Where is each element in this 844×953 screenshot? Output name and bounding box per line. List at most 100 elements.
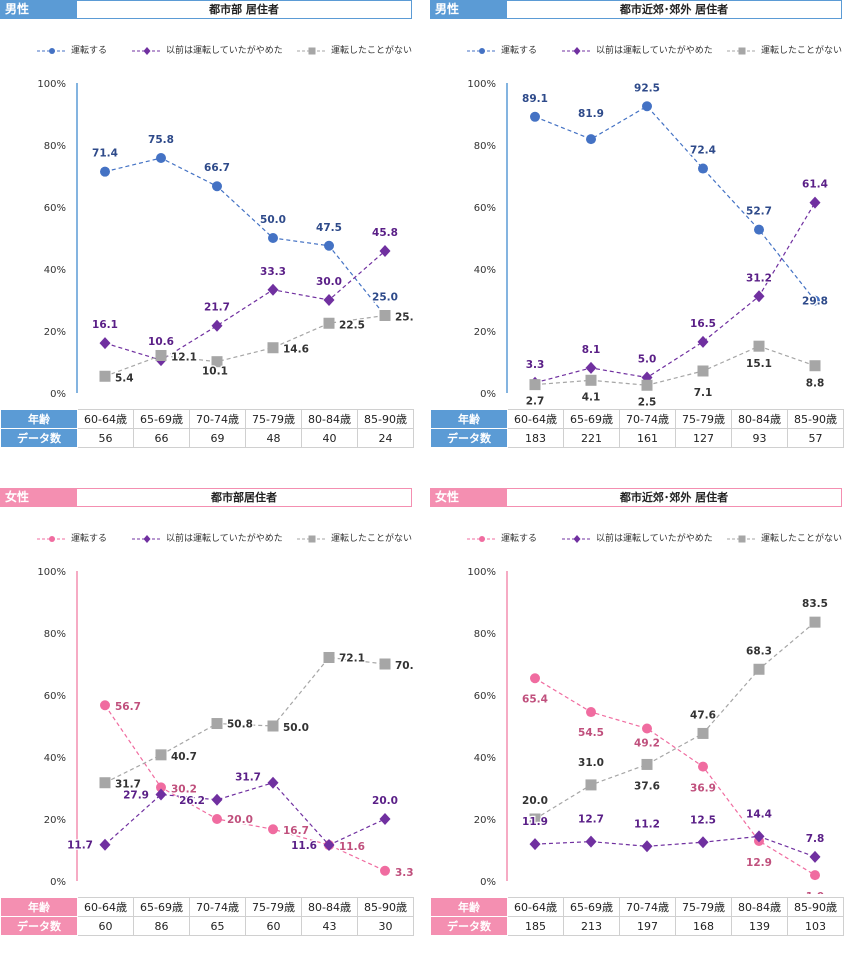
panel-header: 男性 都市部 居住者 (0, 0, 412, 19)
age-cell: 85-90歳 (787, 409, 844, 429)
count-cell: 48 (245, 428, 302, 448)
y-tick-label: 40% (474, 753, 496, 764)
row-header: データ数 (430, 916, 508, 936)
data-label: 12.1 (171, 351, 197, 363)
data-label: 20.0 (227, 814, 253, 826)
row-header: データ数 (0, 916, 78, 936)
data-point (211, 319, 223, 332)
data-label: 11.7 (67, 840, 93, 852)
data-label: 16.5 (690, 318, 716, 330)
count-cell: 183 (507, 428, 564, 448)
legend-label: 以前は運転していたがやめた (166, 534, 283, 544)
data-point (267, 283, 279, 296)
gender-label: 女性 (431, 489, 507, 506)
data-label: 52.7 (746, 206, 772, 218)
legend-item: 運転する (35, 44, 205, 58)
data-point (697, 365, 709, 377)
age-cell: 85-90歳 (357, 897, 414, 917)
y-tick-label: 40% (44, 753, 66, 764)
data-point (809, 616, 821, 628)
series-line (104, 250, 386, 361)
series-line (534, 105, 816, 301)
chart-panel: 女性 都市部居住者 運転する 以前は運転していたがやめた 運転したことがない 0% 20% 4… (0, 488, 414, 953)
data-point (697, 836, 709, 849)
legend-label: 運転する (71, 534, 108, 544)
data-label: 11.9 (522, 816, 548, 828)
data-label: 31.7 (115, 779, 141, 791)
data-point (268, 233, 278, 243)
y-tick-label: 20% (44, 327, 66, 338)
data-label: 81.9 (578, 108, 604, 120)
y-tick-label: 80% (44, 629, 66, 640)
table-row: 年齢 60-64歳 65-69歳 70-74歳 75-79歳 80-84歳 85-90歳 (430, 409, 844, 429)
y-tick-label: 100% (467, 567, 496, 578)
legend-label: 以前は運転していたがやめた (166, 46, 283, 56)
data-label: 2.7 (526, 396, 545, 406)
data-label: 47.5 (316, 222, 342, 234)
y-tick-label: 100% (467, 79, 496, 90)
legend-label: 運転したことがない (331, 46, 413, 56)
count-cell: 43 (301, 916, 358, 936)
data-label: 7.8 (806, 833, 825, 845)
age-cell: 80-84歳 (301, 897, 358, 917)
data-table: 年齢 60-64歳 65-69歳 70-74歳 75-79歳 80-84歳 85-90歳 デー… (430, 897, 844, 936)
count-cell: 66 (133, 428, 190, 448)
y-tick-label: 80% (474, 629, 496, 640)
series-line (104, 157, 386, 316)
age-cell: 75-79歳 (245, 409, 302, 429)
y-tick-label: 20% (44, 815, 66, 826)
y-tick-label: 20% (474, 815, 496, 826)
count-cell: 103 (787, 916, 844, 936)
data-point (697, 727, 709, 739)
legend-swatch (467, 536, 497, 542)
count-cell: 185 (507, 916, 564, 936)
data-point (156, 153, 166, 164)
location-label: 都市近郊･郊外 居住者 (619, 491, 729, 504)
row-header: 年齢 (0, 897, 78, 917)
data-label: 10.6 (148, 336, 174, 348)
count-cell: 57 (787, 428, 844, 448)
series-line (534, 621, 816, 820)
count-cell: 127 (675, 428, 732, 448)
legend-swatch (727, 535, 757, 543)
data-point (642, 723, 652, 734)
data-label: 11.2 (634, 818, 660, 830)
data-label: 11.6 (291, 840, 317, 852)
data-label: 15.1 (746, 358, 772, 370)
data-table: 年齢 60-64歳 65-69歳 70-74歳 75-79歳 80-84歳 85-90歳 デー… (430, 409, 844, 448)
chart-panel: 男性 都市部 居住者 運転する 以前は運転していたがやめた 運転したことがない 0% 20%… (0, 0, 414, 465)
count-cell: 86 (133, 916, 190, 936)
data-point (323, 651, 335, 663)
y-tick-label: 60% (44, 691, 66, 702)
age-cell: 65-69歳 (133, 409, 190, 429)
data-label: 92.5 (634, 82, 660, 94)
series-line (534, 835, 816, 858)
age-cell: 85-90歳 (787, 897, 844, 917)
age-cell: 70-74歳 (189, 897, 246, 917)
legend-swatch (132, 535, 162, 543)
legend-swatch (37, 48, 67, 54)
data-label: 61.4 (802, 179, 828, 191)
data-point (754, 224, 764, 235)
location-label: 都市部居住者 (211, 491, 277, 504)
table-row: 年齢 60-64歳 65-69歳 70-74歳 75-79歳 80-84歳 85-90歳 (430, 897, 844, 917)
data-label: 33.3 (260, 266, 286, 278)
gender-label: 男性 (1, 1, 77, 18)
legend-item: 運転したことがない (295, 532, 465, 546)
data-label: 30.0 (316, 276, 342, 288)
data-point (212, 181, 222, 192)
y-tick-label: 100% (37, 567, 66, 578)
data-label: 20.0 (522, 795, 548, 807)
data-point (530, 111, 540, 122)
data-point (529, 813, 541, 825)
data-label: 14.4 (746, 808, 772, 820)
chart-panel: 女性 都市近郊･郊外 居住者 運転する 以前は運転していたがやめた 運転したことがない 0… (430, 488, 844, 953)
data-point (155, 749, 167, 761)
series-line (104, 704, 386, 872)
data-label: 56.7 (115, 701, 141, 713)
count-cell: 213 (563, 916, 620, 936)
data-point (99, 838, 111, 851)
data-point (529, 379, 541, 391)
panel-header: 男性 都市近郊･郊外 居住者 (430, 0, 842, 19)
legend: 運転する 以前は運転していたがやめた 運転したことがない (0, 44, 414, 58)
